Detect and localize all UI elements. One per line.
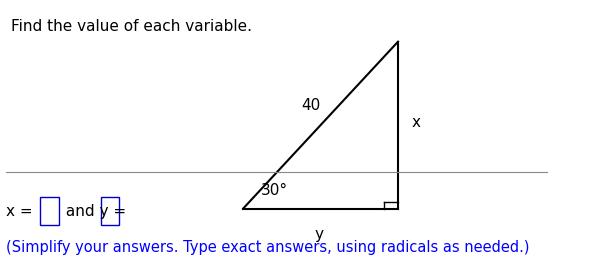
- Text: Find the value of each variable.: Find the value of each variable.: [11, 19, 252, 34]
- FancyBboxPatch shape: [40, 197, 58, 225]
- Text: and y =: and y =: [62, 204, 132, 219]
- Text: y: y: [315, 227, 324, 242]
- Text: x: x: [412, 115, 421, 130]
- Text: (Simplify your answers. Type exact answers, using radicals as needed.): (Simplify your answers. Type exact answe…: [5, 240, 529, 255]
- Text: 40: 40: [301, 98, 320, 113]
- Text: x =: x =: [5, 204, 37, 219]
- FancyBboxPatch shape: [100, 197, 119, 225]
- Text: 30°: 30°: [261, 183, 288, 198]
